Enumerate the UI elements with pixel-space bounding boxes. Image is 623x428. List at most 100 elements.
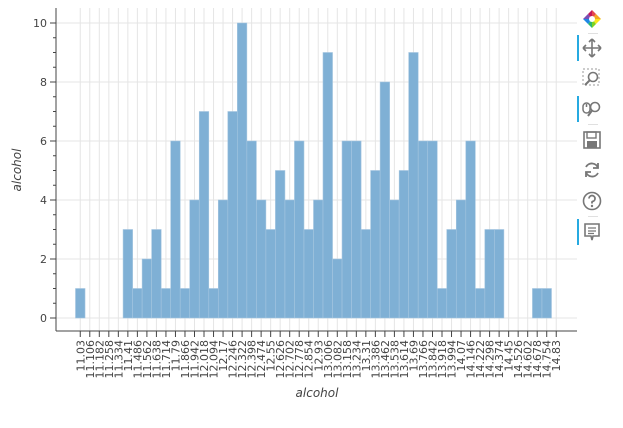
x-tick-label: 13.386 (369, 340, 382, 379)
toolbar-separator (588, 33, 598, 34)
bar (75, 288, 86, 319)
bar (303, 229, 314, 319)
x-tick-label: 11.334 (112, 340, 125, 379)
bar (217, 199, 229, 319)
x-tick-label: 12.322 (236, 340, 249, 379)
x-tick-label: 11.866 (179, 340, 192, 379)
bar (351, 140, 362, 319)
wheel-zoom-icon (582, 101, 601, 117)
x-tick-label: 14.222 (474, 340, 487, 379)
bar (341, 140, 352, 319)
bar (132, 288, 143, 319)
x-tick-label: 14.374 (493, 340, 506, 379)
toolbar-separator (588, 216, 598, 217)
bar (151, 229, 162, 319)
x-tick-label: 14.678 (531, 340, 544, 379)
x-tick-label: 13.234 (350, 340, 363, 379)
bar (275, 170, 286, 319)
bar (122, 229, 133, 319)
y-tick-label: 4 (40, 194, 47, 207)
y-tick-label: 2 (40, 253, 47, 266)
wheel-zoom-tool[interactable] (577, 96, 607, 122)
bar (484, 229, 495, 319)
bokeh-logo[interactable] (577, 6, 607, 32)
bar (370, 170, 381, 319)
save-icon (583, 131, 601, 149)
x-tick-label: 13.462 (379, 340, 392, 379)
bar (389, 199, 400, 319)
bar (294, 140, 305, 319)
x-tick-label: 12.17 (217, 340, 230, 372)
help-tool[interactable] (577, 188, 607, 214)
bar (256, 199, 267, 319)
x-axis-title: alcohol (296, 386, 340, 400)
bar (427, 140, 438, 319)
x-tick-label: 14.07 (455, 340, 468, 372)
x-tick-label: 13.918 (436, 340, 449, 379)
x-tick-label: 13.31 (360, 340, 373, 372)
x-tick-label: 14.298 (484, 340, 497, 379)
x-tick-label: 12.702 (284, 340, 297, 379)
pan-tool[interactable] (577, 35, 607, 61)
bokeh-logo-icon (583, 10, 601, 28)
bar (227, 111, 238, 319)
bar (532, 288, 543, 319)
y-tick-label: 10 (33, 17, 47, 30)
x-tick-label: 11.714 (160, 340, 173, 379)
bar (446, 229, 457, 319)
bar (541, 288, 552, 319)
x-tick-label: 11.258 (103, 340, 116, 379)
bar (246, 140, 257, 319)
bar (379, 81, 390, 319)
x-tick-label: 14.146 (465, 340, 478, 379)
bar (465, 140, 476, 319)
bar (179, 288, 191, 319)
save-tool[interactable] (577, 127, 607, 153)
x-tick-label: 11.79 (169, 340, 182, 372)
x-tick-label: 11.106 (84, 340, 97, 379)
bar (284, 199, 295, 319)
bar (360, 229, 371, 319)
x-tick-label: 12.854 (303, 340, 316, 379)
bar (436, 288, 448, 319)
help-icon (582, 191, 602, 211)
x-tick-label: 14.526 (512, 340, 525, 379)
x-tick-label: 11.638 (150, 340, 163, 379)
x-tick-label: 12.55 (265, 340, 278, 372)
reset-icon (585, 162, 599, 178)
bar (313, 199, 324, 319)
bar (208, 288, 219, 319)
bar (237, 22, 248, 319)
y-axis-title: alcohol (10, 148, 24, 192)
bar (322, 52, 333, 319)
bar (332, 258, 343, 319)
y-tick-label: 6 (40, 135, 47, 148)
x-tick-label: 13.994 (446, 340, 459, 379)
x-tick-label: 14.83 (550, 340, 563, 372)
x-tick-label: 13.006 (322, 340, 335, 379)
x-tick-label: 11.486 (131, 340, 144, 379)
x-tick-label: 13.614 (398, 340, 411, 379)
box-zoom-tool[interactable] (577, 65, 607, 91)
x-tick-label: 13.766 (417, 340, 430, 379)
bar (417, 140, 429, 319)
bar (160, 288, 171, 319)
bar (198, 111, 210, 319)
x-tick-label: 11.182 (93, 340, 106, 379)
x-tick-label: 13.69 (407, 340, 420, 372)
x-tick-label: 14.754 (541, 340, 554, 379)
bars (75, 22, 552, 319)
x-tick-label: 11.41 (122, 340, 135, 372)
reset-tool[interactable] (577, 157, 607, 183)
x-tick-label: 13.158 (341, 340, 354, 379)
bar (141, 258, 152, 319)
x-tick-label: 14.45 (503, 340, 516, 372)
x-tick-label: 12.094 (208, 340, 221, 379)
x-tick-label: 11.03 (74, 340, 87, 372)
bar (475, 288, 486, 319)
x-tick-label: 11.942 (188, 340, 201, 379)
x-tick-label: 12.626 (274, 340, 287, 379)
x-tick-label: 12.93 (312, 340, 325, 372)
hover-tool[interactable] (577, 219, 607, 245)
